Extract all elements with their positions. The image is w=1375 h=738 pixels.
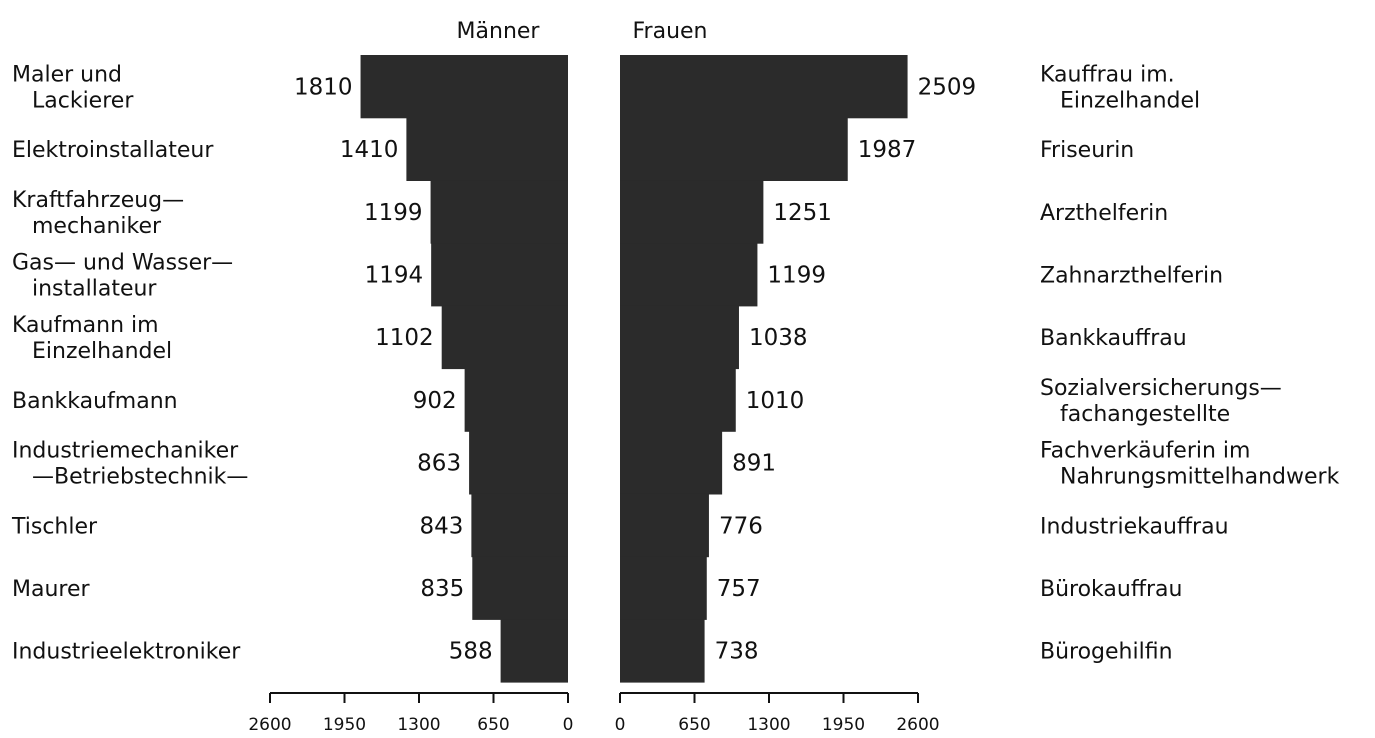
- category-label-gas-und-wasser-installateur: Gas— und Wasser— installateur: [12, 250, 233, 301]
- bar-industrieelektroniker: [500, 619, 568, 683]
- value-label-industriekauffrau: 776: [719, 513, 763, 539]
- right-tick-label-0: 0: [615, 715, 626, 735]
- value-label-bürogehilfin: 738: [715, 639, 759, 665]
- maenner-value-labels: 1810 1410 1199 1194 1102 902 863 843 835 588: [294, 74, 493, 664]
- maenner-occupation-labels: Maler und Lackierer Elektroinstallateur Kra…: [11, 62, 248, 664]
- frauen-value-labels: 2509 1987 1251 1199 1038 1010 891 776 757 738: [715, 74, 977, 664]
- value-label-bürokauffrau: 757: [717, 576, 761, 602]
- series-header-maenner: Männer: [457, 19, 541, 44]
- value-label-maler-und-lackierer: 1810: [294, 74, 353, 100]
- bar-bürogehilfin: [620, 619, 705, 683]
- bar-bürokauffrau: [620, 556, 707, 620]
- category-label-kraftfahrzeug-mechaniker: Kraftfahrzeug— mechaniker: [12, 188, 184, 239]
- category-label-industrieelektroniker: Industrieelektroniker: [12, 640, 241, 665]
- value-label-kaufmann-im-einzelhandel: 1102: [375, 325, 434, 351]
- category-label-bankkaufmann: Bankkaufmann: [12, 389, 178, 414]
- value-label-arzthelferin: 1251: [773, 200, 832, 226]
- bar-industriekauffrau: [620, 493, 709, 558]
- bar-kraftfahrzeug-mechaniker: [430, 180, 568, 244]
- bar-friseurin: [620, 117, 848, 181]
- bar-kauffrau-im-einzelhandel: [620, 55, 908, 119]
- bar-arzthelferin: [620, 180, 764, 244]
- category-label-bürogehilfin: Bürogehilfin: [1040, 640, 1173, 665]
- value-label-industrieelektroniker: 588: [449, 639, 493, 665]
- left-tick-label-2600: 2600: [248, 715, 291, 735]
- bar-kaufmann-im-einzelhandel: [441, 305, 568, 370]
- category-label-kauffrau-im-einzelhandel: Kauffrau im. Einzelhandel: [1040, 62, 1200, 113]
- value-label-maurer: 835: [420, 576, 464, 602]
- category-label-elektroinstallateur: Elektroinstallateur: [12, 138, 214, 163]
- category-label-maurer: Maurer: [12, 577, 91, 602]
- value-label-friseurin: 1987: [858, 137, 917, 163]
- maenner-bars: [360, 55, 568, 683]
- category-label-maler-und-lackierer: Maler und Lackierer: [12, 62, 134, 113]
- bar-zahnarzthelferin: [620, 243, 758, 307]
- category-label-friseurin: Friseurin: [1040, 138, 1134, 163]
- bar-sozialversicherungs-fachangestellte: [620, 368, 736, 432]
- category-label-industriemechaniker-betriebstechnik: Industriemechaniker —Betriebstechnik—: [12, 439, 248, 490]
- bar-maurer: [472, 556, 568, 620]
- bar-fachverkäuferin-im-nahrungsmittelhandwerk: [620, 431, 723, 495]
- category-label-tischler: Tischler: [11, 514, 98, 539]
- bar-industriemechaniker-betriebstechnik: [469, 431, 568, 495]
- bar-maler-und-lackierer: [360, 55, 568, 119]
- bar-tischler: [471, 493, 568, 558]
- bar-elektroinstallateur: [406, 117, 568, 181]
- category-label-sozialversicherungs-fachangestellte: Sozialversicherungs— fachangestellte: [1040, 376, 1282, 427]
- value-label-tischler: 843: [419, 513, 463, 539]
- value-label-zahnarzthelferin: 1199: [767, 262, 826, 288]
- value-label-bankkauffrau: 1038: [749, 325, 808, 351]
- maenner-x-axis: 0 650 1300 1950 2600: [248, 692, 574, 735]
- frauen-occupation-labels: Kauffrau im. Einzelhandel Friseurin Arzthel…: [1040, 62, 1340, 664]
- series-header-frauen: Frauen: [632, 19, 707, 44]
- category-label-bürokauffrau: Bürokauffrau: [1040, 577, 1182, 602]
- value-label-gas-und-wasser-installateur: 1194: [365, 262, 424, 288]
- value-label-kauffrau-im-einzelhandel: 2509: [918, 74, 977, 100]
- bar-bankkaufmann: [464, 368, 568, 432]
- right-tick-label-1950: 1950: [822, 715, 865, 735]
- value-label-bankkaufmann: 902: [413, 388, 457, 414]
- right-tick-label-2600: 2600: [896, 715, 939, 735]
- category-label-bankkauffrau: Bankkauffrau: [1040, 326, 1187, 351]
- value-label-fachverkäuferin-im-nahrungsmittelhandwerk: 891: [732, 451, 776, 477]
- category-label-kaufmann-im-einzelhandel: Kaufmann im Einzelhandel: [12, 313, 172, 364]
- value-label-industriemechaniker-betriebstechnik: 863: [417, 451, 461, 477]
- bar-gas-und-wasser-installateur: [431, 243, 568, 307]
- category-label-zahnarzthelferin: Zahnarzthelferin: [1040, 263, 1223, 288]
- value-label-elektroinstallateur: 1410: [340, 137, 399, 163]
- frauen-x-axis: 0 650 1300 1950 2600: [615, 692, 940, 735]
- left-tick-label-1300: 1300: [397, 715, 440, 735]
- right-tick-label-1300: 1300: [747, 715, 790, 735]
- category-label-arzthelferin: Arzthelferin: [1040, 201, 1168, 226]
- value-label-sozialversicherungs-fachangestellte: 1010: [746, 388, 805, 414]
- frauen-bars: [620, 55, 908, 683]
- left-tick-label-1950: 1950: [323, 715, 366, 735]
- left-tick-label-650: 650: [477, 715, 509, 735]
- value-label-kraftfahrzeug-mechaniker: 1199: [364, 200, 423, 226]
- left-tick-label-0: 0: [563, 715, 574, 735]
- category-label-fachverkäuferin-im-nahrungsmittelhandwerk: Fachverkäuferin im Nahrungsmittelhandwerk: [1040, 439, 1340, 490]
- right-tick-label-650: 650: [678, 715, 710, 735]
- category-label-industriekauffrau: Industriekauffrau: [1040, 514, 1229, 539]
- bar-bankkauffrau: [620, 305, 739, 370]
